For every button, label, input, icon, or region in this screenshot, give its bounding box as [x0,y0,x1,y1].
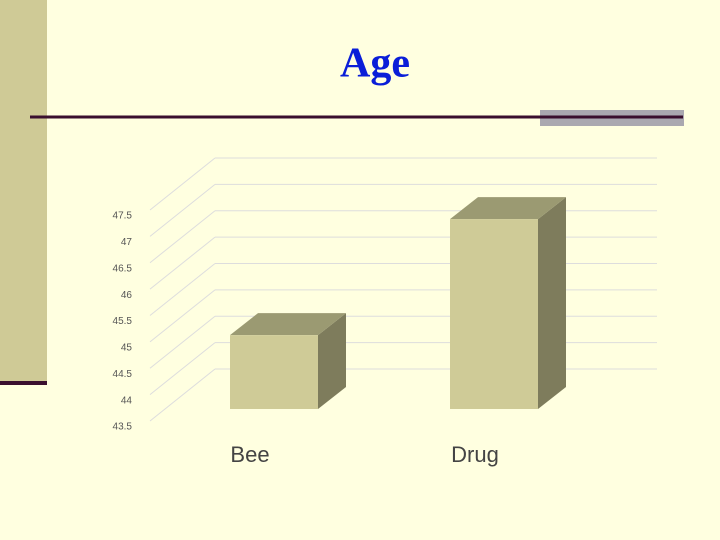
y-tick-label: 46.5 [113,263,133,274]
grid-line-depth [149,210,216,264]
chart-title: Age [340,41,410,87]
bar-top [450,197,566,220]
y-tick-label: 47 [121,237,133,248]
y-tick-label: 46 [121,290,133,301]
grid-line-depth [149,263,216,316]
side-band-edge [0,381,47,385]
grid-line-depth [149,368,216,422]
grid-line-depth [149,289,216,343]
grid-line-depth [149,315,216,369]
bar-top [230,313,346,336]
y-tick-label: 44.5 [113,369,133,380]
bar [230,335,318,409]
y-tick-label: 45 [121,343,133,354]
side-band [0,0,47,383]
x-tick-label: Bee [230,442,269,467]
y-tick-label: 47.5 [113,211,133,222]
y-tick-label: 44 [121,395,133,406]
bar-side [538,197,566,409]
bar-side [318,313,346,409]
x-tick-label: Drug [451,442,499,467]
y-tick-label: 43.5 [113,422,133,433]
bar [450,219,538,409]
plot: 43.5 44 44.5 45 45.5 46 46.5 47 47.5 Bee Drug [113,157,657,467]
grid-line-depth [149,342,216,396]
grid-line-depth [149,157,216,211]
grid-line-depth [149,236,216,290]
grid-line-depth [149,183,216,237]
y-tick-label: 45.5 [113,316,133,327]
